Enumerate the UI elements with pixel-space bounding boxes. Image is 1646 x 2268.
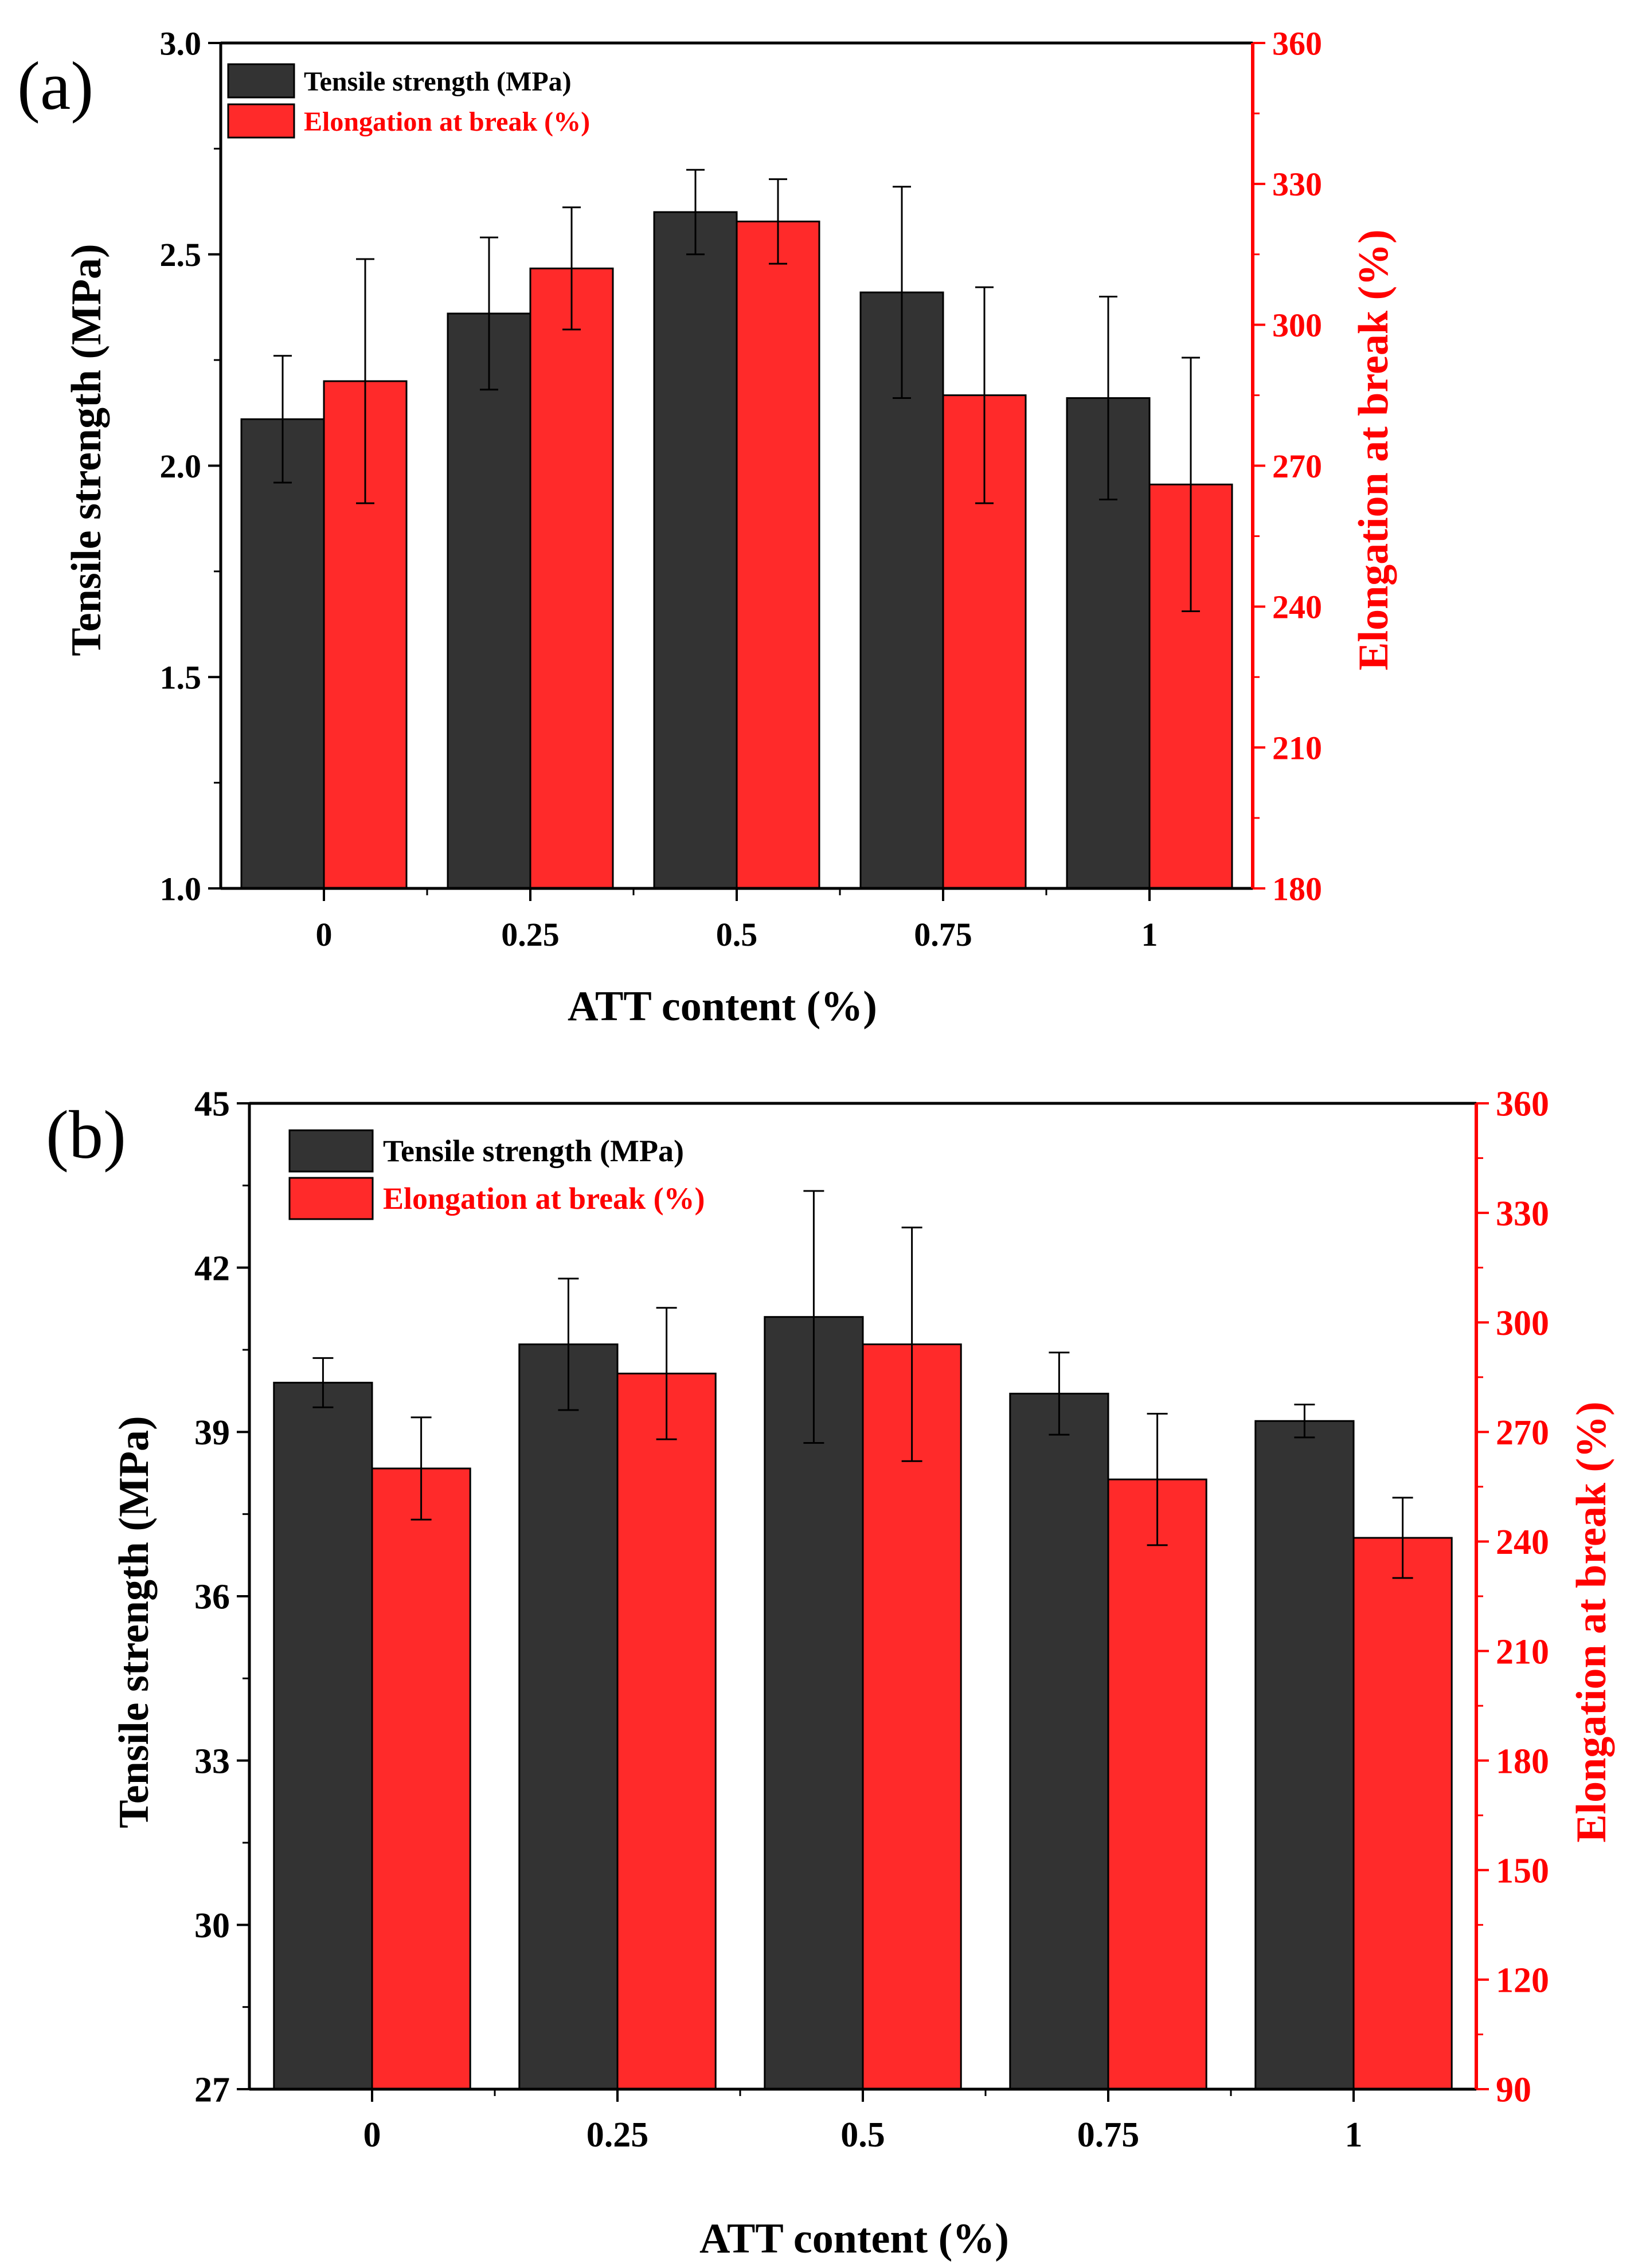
x-tick-label-b-2: 0.5 <box>840 2116 885 2155</box>
x-tick-label-a-0: 0 <box>316 916 333 953</box>
x-tick-label-a-2: 0.5 <box>716 916 758 953</box>
legend-label-tensile-b: Tensile strength (MPa) <box>383 1134 684 1168</box>
errorbar-tensile-b-4 <box>1294 1404 1315 1439</box>
y-tick-label-right-b-8: 330 <box>1496 1194 1549 1233</box>
x-axis-title-a: ATT content (%) <box>568 983 877 1030</box>
bar-elongation-b-4 <box>1352 1537 1453 2090</box>
y-tick-label-right-b-0: 90 <box>1496 2071 1531 2110</box>
y-tick-label-right-b-1: 120 <box>1496 1961 1549 2000</box>
y-tick-label-left-b-3: 36 <box>194 1578 230 1617</box>
y-tick-label-right-b-2: 150 <box>1496 1851 1549 1890</box>
y-tick-label-left-b-0: 27 <box>194 2071 230 2110</box>
y-tick-label-left-a-4: 3.0 <box>160 25 202 62</box>
y-tick-label-right-b-5: 240 <box>1496 1523 1549 1562</box>
bar-tensile-b-0 <box>273 1381 373 2090</box>
errorbar-tensile-a-1 <box>480 236 498 391</box>
x-tick-label-a-1: 0.25 <box>501 916 560 953</box>
y-tick-label-right-b-7: 300 <box>1496 1304 1549 1343</box>
errorbar-tensile-b-1 <box>558 1278 579 1411</box>
bar-elongation-b-3 <box>1107 1478 1207 2090</box>
bar-tensile-b-3 <box>1009 1392 1109 2090</box>
legend-swatch-tensile-b <box>288 1129 374 1173</box>
legend-swatch-tensile-a <box>227 63 295 99</box>
panel-a: (a) ATT content (%) Tensile strength (MP… <box>17 25 1397 1030</box>
errorbar-elongation-a-2 <box>769 178 787 265</box>
legend-a: Tensile strength (MPa) Elongation at bre… <box>227 63 590 139</box>
y-tick-label-left-b-1: 30 <box>194 1906 230 1945</box>
x-axis-title-b: ATT content (%) <box>699 2215 1009 2262</box>
y-tick-label-right-a-2: 240 <box>1272 589 1322 626</box>
y-tick-label-right-a-6: 360 <box>1272 25 1322 62</box>
y-tick-label-left-a-0: 1.0 <box>160 870 202 907</box>
legend-b: Tensile strength (MPa) Elongation at bre… <box>288 1129 705 1220</box>
y-tick-label-right-a-0: 180 <box>1272 870 1322 907</box>
y-tick-label-right-b-3: 180 <box>1496 1742 1549 1781</box>
bar-tensile-a-0 <box>240 418 325 890</box>
errorbar-elongation-a-3 <box>975 286 994 504</box>
y-tick-label-right-b-9: 360 <box>1496 1085 1549 1124</box>
y-tick-label-left-a-2: 2.0 <box>160 448 202 485</box>
errorbar-elongation-a-0 <box>356 258 374 504</box>
y-axis-title-left-b: Tensile strength (MPa) <box>111 1416 158 1828</box>
errorbar-tensile-a-3 <box>893 186 911 399</box>
y-tick-label-right-a-5: 330 <box>1272 166 1322 203</box>
bar-elongation-b-0 <box>371 1467 471 2090</box>
y-tick-label-left-b-4: 39 <box>194 1413 230 1452</box>
errorbar-elongation-b-2 <box>901 1227 922 1462</box>
errorbar-tensile-b-0 <box>312 1357 334 1408</box>
legend-label-tensile-a: Tensile strength (MPa) <box>304 66 572 97</box>
bar-elongation-a-1 <box>529 267 614 890</box>
bar-tensile-a-1 <box>447 312 531 890</box>
errorbar-elongation-b-1 <box>656 1307 677 1440</box>
y-axis-title-right-a: Elongation at break (%) <box>1350 229 1397 671</box>
x-tick-label-a-4: 1 <box>1141 916 1158 953</box>
errorbar-elongation-b-3 <box>1147 1412 1168 1546</box>
x-tick-label-b-3: 0.75 <box>1077 2116 1140 2155</box>
bars-b <box>273 1190 1453 2090</box>
bar-tensile-a-2 <box>653 211 738 890</box>
legend-swatch-elongation-b <box>288 1177 374 1220</box>
y-tick-label-right-a-3: 270 <box>1272 448 1322 485</box>
y-tick-label-right-b-6: 270 <box>1496 1413 1549 1452</box>
bar-elongation-b-2 <box>862 1343 962 2090</box>
legend-label-elongation-a: Elongation at break (%) <box>304 107 590 137</box>
errorbar-tensile-b-3 <box>1049 1352 1070 1436</box>
errorbar-tensile-b-2 <box>803 1190 824 1444</box>
legend-label-elongation-b: Elongation at break (%) <box>383 1181 705 1216</box>
y-tick-label-right-a-1: 210 <box>1272 729 1322 766</box>
x-tick-label-b-1: 0.25 <box>587 2116 649 2155</box>
x-tick-label-b-0: 0 <box>363 2116 381 2155</box>
legend-swatch-elongation-a <box>227 103 295 139</box>
errorbar-elongation-b-0 <box>410 1416 432 1521</box>
y-axis-title-right-b: Elongation at break (%) <box>1568 1401 1615 1843</box>
y-axis-title-left-a: Tensile strength (MPa) <box>63 244 110 656</box>
panel-label-a: (a) <box>17 48 93 124</box>
errorbar-tensile-a-4 <box>1099 296 1117 500</box>
y-tick-label-left-a-1: 1.5 <box>160 659 202 696</box>
panel-label-b: (b) <box>46 1096 126 1173</box>
errorbar-tensile-a-0 <box>273 355 292 484</box>
x-tick-label-b-4: 1 <box>1345 2116 1363 2155</box>
bar-elongation-b-1 <box>616 1372 717 2090</box>
bars-a <box>240 169 1233 890</box>
y-tick-label-right-b-4: 210 <box>1496 1632 1549 1671</box>
bar-tensile-b-1 <box>518 1343 619 2090</box>
panel-b: (b) ATT content (%) Tensile strength (MP… <box>46 1085 1615 2262</box>
y-tick-label-left-b-5: 42 <box>194 1249 230 1288</box>
x-tick-label-a-3: 0.75 <box>914 916 972 953</box>
bar-tensile-b-4 <box>1254 1420 1355 2090</box>
errorbar-elongation-a-4 <box>1182 357 1200 613</box>
errorbar-elongation-b-4 <box>1392 1497 1413 1579</box>
y-tick-label-left-a-3: 2.5 <box>160 236 202 273</box>
y-tick-label-left-b-2: 33 <box>194 1742 230 1781</box>
errorbar-elongation-a-1 <box>562 206 581 331</box>
errorbar-tensile-a-2 <box>686 169 705 256</box>
y-tick-label-right-a-4: 300 <box>1272 307 1322 344</box>
bar-elongation-a-2 <box>736 220 820 890</box>
y-tick-label-left-b-6: 45 <box>194 1085 230 1124</box>
